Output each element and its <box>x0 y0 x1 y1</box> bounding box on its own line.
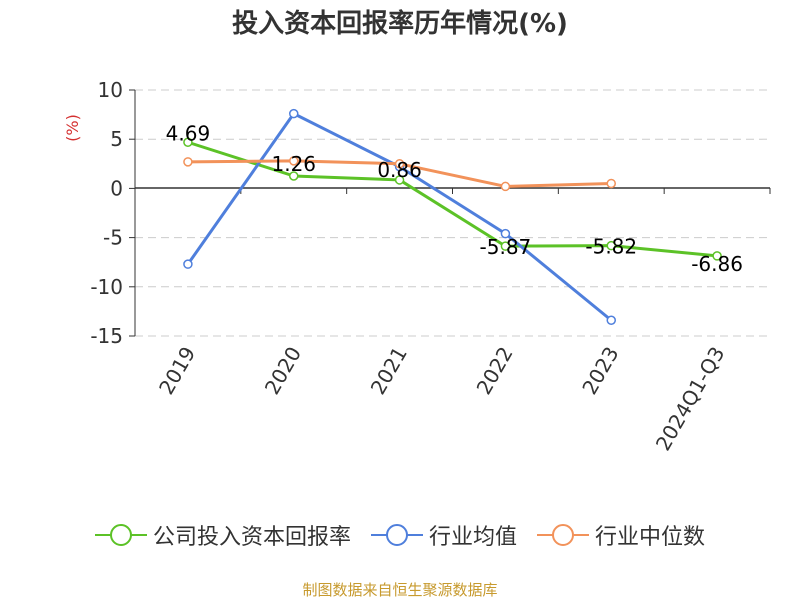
series-line <box>186 112 613 322</box>
series-point <box>183 137 193 148</box>
series-point <box>394 159 405 169</box>
x-tick-label: 2024Q1-Q3 <box>651 343 730 455</box>
series-point <box>606 240 616 251</box>
legend-label: 行业中位数 <box>595 525 706 550</box>
x-tick-label: 2020 <box>260 343 306 399</box>
legend-label: 公司投入资本回报率 <box>152 525 351 550</box>
data-label: -5.82 <box>585 235 637 259</box>
series-point <box>183 157 193 167</box>
legend-label: 行业均值 <box>428 525 517 550</box>
data-label: -5.87 <box>480 235 532 259</box>
legend-marker-icon <box>94 523 147 547</box>
y-tick-label: -5 <box>103 226 123 250</box>
source-note: 制图数据来自恒生聚源数据库 <box>302 581 498 599</box>
series-point <box>183 259 193 269</box>
series-point <box>289 171 299 181</box>
y-tick-label: -10 <box>90 275 123 299</box>
series-point <box>500 228 511 239</box>
series-point <box>500 181 511 192</box>
y-tick-label: 0 <box>110 176 123 200</box>
x-tick-label: 2022 <box>472 343 518 399</box>
series-point <box>606 178 616 189</box>
legend-item: 公司投入资本回报率 <box>94 519 351 551</box>
data-label: 0.86 <box>377 158 422 182</box>
data-label: 4.69 <box>166 121 211 145</box>
data-label: -6.86 <box>691 252 743 276</box>
y-tick-label: 5 <box>110 127 123 151</box>
y-axis-label: (%) <box>63 114 82 142</box>
legend: 公司投入资本回报率 行业均值 行业中位数 <box>0 519 800 551</box>
legend-marker-icon <box>370 523 423 547</box>
series-point <box>289 156 299 166</box>
legend-marker-icon <box>537 523 589 547</box>
chart-title: 投入资本回报率历年情况(%) <box>232 9 568 39</box>
legend-item: 行业中位数 <box>537 519 705 551</box>
series-line <box>187 140 718 258</box>
series-point <box>394 175 405 185</box>
y-tick-label: 10 <box>98 78 123 102</box>
y-tick-label: -15 <box>90 324 123 348</box>
legend-item: 行业均值 <box>370 519 517 551</box>
grid-layer <box>135 89 770 337</box>
x-tick-label: 2019 <box>154 343 200 399</box>
series-point <box>712 251 722 261</box>
series-point <box>500 241 511 251</box>
series-layer <box>183 108 722 326</box>
series-point <box>289 108 299 119</box>
x-tick-label: 2023 <box>577 343 623 399</box>
x-tick-label: 2021 <box>366 343 412 399</box>
data-label-layer: 4.69 1.26 0.86 -5.87 -5.82 -6.86 <box>166 121 743 276</box>
series-point <box>606 315 616 326</box>
data-label: 1.26 <box>271 152 316 176</box>
